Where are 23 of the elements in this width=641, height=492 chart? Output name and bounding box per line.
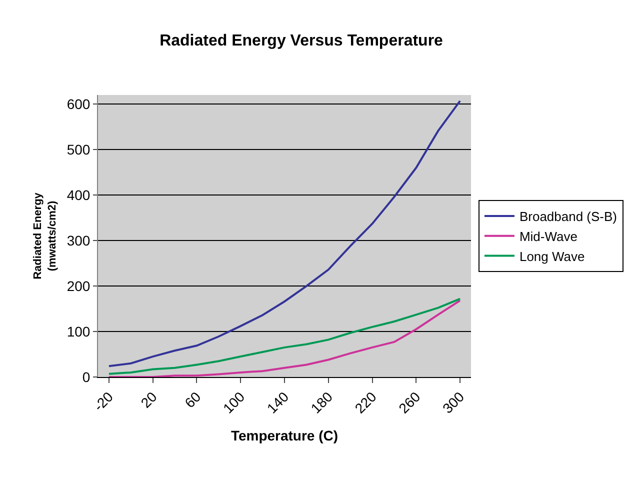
x-tick-label: 260 bbox=[395, 388, 424, 416]
y-tick-label: 600 bbox=[66, 96, 90, 112]
y-tick-label: 0 bbox=[82, 368, 90, 385]
chart-title: Radiated Energy Versus Temperature bbox=[160, 32, 444, 50]
x-axis-title: Temperature (C) bbox=[230, 428, 338, 444]
legend-label: Broadband (S-B) bbox=[519, 209, 618, 224]
y-axis-title: Radiated Energy (mwatts/cm2) bbox=[32, 192, 58, 280]
x-tick-label: 300 bbox=[439, 388, 468, 416]
y-tick-label: 300 bbox=[66, 232, 90, 248]
y-tick-label: 200 bbox=[66, 278, 90, 294]
legend-label: Long Wave bbox=[519, 248, 585, 264]
x-tick-label: 60 bbox=[181, 388, 204, 411]
y-tick-label: 400 bbox=[66, 186, 90, 203]
x-tick-label: 100 bbox=[220, 388, 248, 416]
y-tick-label: 100 bbox=[66, 323, 90, 340]
x-tick-label: 180 bbox=[308, 388, 336, 416]
y-tick-label: 500 bbox=[66, 141, 90, 158]
x-tick-label: -20 bbox=[90, 388, 116, 414]
x-tick-label: 220 bbox=[352, 388, 380, 416]
x-tick-label: 140 bbox=[264, 388, 292, 416]
legend-label: Mid-Wave bbox=[519, 228, 578, 244]
x-tick-label: 20 bbox=[138, 388, 160, 411]
line-series bbox=[108, 100, 462, 368]
